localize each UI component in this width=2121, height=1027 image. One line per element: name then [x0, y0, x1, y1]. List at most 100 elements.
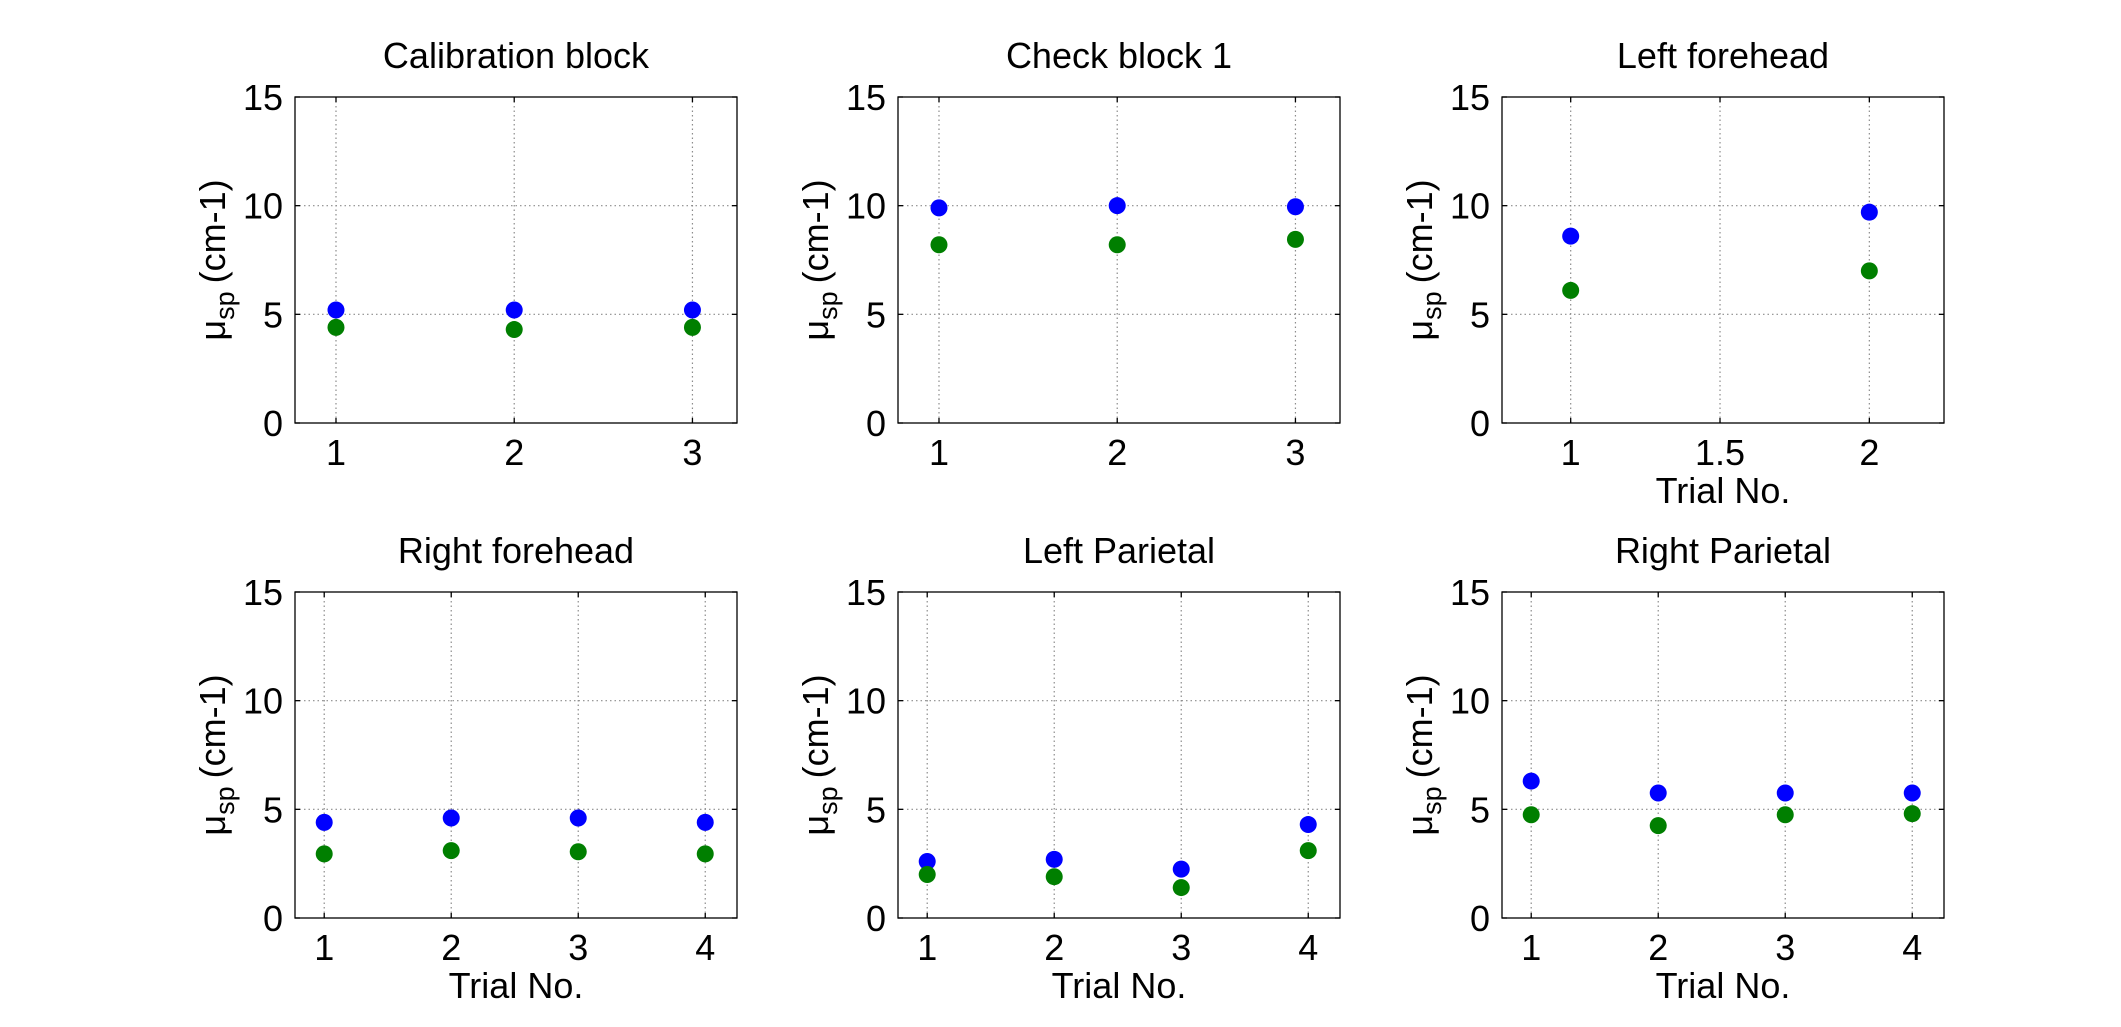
- y-axis-label-subscript: sp: [813, 786, 843, 815]
- y-axis-label: μsp (cm-1): [1399, 674, 1447, 835]
- y-axis-label: μsp (cm-1): [795, 179, 843, 340]
- data-point-green: [1649, 817, 1667, 835]
- y-axis-label: μsp (cm-1): [192, 674, 240, 835]
- data-point-green: [569, 843, 587, 861]
- x-tick-label: 3: [682, 432, 702, 473]
- x-tick-label: 1.5: [1695, 432, 1745, 473]
- x-tick-label: 3: [568, 927, 588, 968]
- data-point-blue: [696, 813, 714, 831]
- y-axis-label-unit: (cm-1): [192, 179, 233, 283]
- subplot-title: Right Parietal: [1615, 530, 1831, 571]
- x-tick-label: 2: [504, 432, 524, 473]
- data-point-green: [1286, 230, 1304, 248]
- x-axis-label: Trial No.: [449, 965, 584, 1006]
- y-axis-label-unit: (cm-1): [795, 179, 836, 283]
- data-point-blue: [1172, 860, 1190, 878]
- x-axis-label: Trial No.: [1052, 965, 1187, 1006]
- y-axis-label: μsp (cm-1): [1399, 179, 1447, 340]
- y-tick-label: 15: [846, 572, 886, 613]
- y-axis-label-symbol: μ: [192, 320, 233, 341]
- plot-area: [295, 592, 737, 918]
- data-point-green: [1562, 281, 1580, 299]
- data-point-blue: [1860, 203, 1878, 221]
- x-tick-label: 1: [929, 432, 949, 473]
- data-point-blue: [569, 809, 587, 827]
- data-point-green: [683, 318, 701, 336]
- y-tick-label: 10: [846, 186, 886, 227]
- x-tick-label: 3: [1171, 927, 1191, 968]
- data-point-green: [327, 318, 345, 336]
- subplot-title: Check block 1: [1006, 35, 1232, 76]
- data-point-blue: [1903, 784, 1921, 802]
- y-axis-label-subscript: sp: [1417, 291, 1447, 320]
- data-point-green: [930, 236, 948, 254]
- y-tick-label: 0: [1470, 898, 1490, 939]
- y-tick-label: 5: [1470, 294, 1490, 335]
- data-point-green: [1860, 262, 1878, 280]
- y-axis-label-unit: (cm-1): [1399, 674, 1440, 778]
- y-tick-label: 10: [243, 681, 283, 722]
- y-axis-label-symbol: μ: [192, 815, 233, 836]
- y-axis-label: μsp (cm-1): [192, 179, 240, 340]
- y-axis-label-subscript: sp: [813, 291, 843, 320]
- x-tick-label: 2: [441, 927, 461, 968]
- y-tick-label: 15: [846, 77, 886, 118]
- subplot-2: 1 2 3 0 5 10 15 Check block 1 μsp (cm-1): [795, 35, 1341, 473]
- x-tick-label: 1: [314, 927, 334, 968]
- y-tick-label: 5: [263, 294, 283, 335]
- data-point-blue: [442, 809, 460, 827]
- data-point-blue: [1045, 850, 1063, 868]
- data-point-blue: [683, 301, 701, 319]
- x-tick-label: 2: [1648, 927, 1668, 968]
- data-point-blue: [918, 852, 936, 870]
- data-point-blue: [315, 813, 333, 831]
- y-axis-label-unit: (cm-1): [192, 674, 233, 778]
- axes-box: [897, 96, 1341, 424]
- y-tick-label: 15: [243, 572, 283, 613]
- x-axis-label: Trial No.: [1656, 965, 1791, 1006]
- x-tick-label: 4: [1902, 927, 1922, 968]
- subplot-6: 1 2 3 4 0 5 10 15 Right Parietal Trial No. μsp (cm-…: [1399, 530, 1945, 1006]
- data-point-blue: [1108, 197, 1126, 215]
- x-tick-label: 2: [1044, 927, 1064, 968]
- data-point-green: [1172, 879, 1190, 897]
- data-point-green: [1299, 842, 1317, 860]
- x-tick-label: 3: [1285, 432, 1305, 473]
- x-axis-label: Trial No.: [1656, 470, 1791, 511]
- y-axis-label-symbol: μ: [795, 320, 836, 341]
- y-tick-label: 0: [866, 898, 886, 939]
- subplot-4: 1 2 3 4 0 5 10 15 Right forehead Trial No. μsp (cm-…: [192, 530, 738, 1006]
- axes-box: [1501, 591, 1945, 919]
- axes-box: [897, 591, 1341, 919]
- data-point-blue: [1299, 816, 1317, 834]
- data-point-green: [1776, 806, 1794, 824]
- subplot-1: 1 2 3 0 5 10 15 Calibration block μsp (cm-1): [192, 35, 738, 473]
- x-tick-label: 2: [1859, 432, 1879, 473]
- plot-area: [898, 592, 1340, 918]
- data-point-green: [442, 842, 460, 860]
- data-point-green: [315, 845, 333, 863]
- y-tick-label: 10: [243, 186, 283, 227]
- y-tick-label: 5: [866, 294, 886, 335]
- y-axis-label-subscript: sp: [210, 786, 240, 815]
- y-tick-label: 10: [846, 681, 886, 722]
- x-tick-label: 1: [1561, 432, 1581, 473]
- data-point-green: [918, 866, 936, 884]
- subplot-title: Left Parietal: [1023, 530, 1215, 571]
- y-tick-label: 5: [263, 789, 283, 830]
- subplot-title: Left forehead: [1617, 35, 1829, 76]
- data-point-blue: [1776, 784, 1794, 802]
- y-tick-label: 0: [263, 898, 283, 939]
- plot-area: [898, 97, 1340, 423]
- data-point-green: [1903, 805, 1921, 823]
- y-axis-label-symbol: μ: [795, 815, 836, 836]
- data-point-blue: [1649, 784, 1667, 802]
- y-tick-label: 0: [263, 403, 283, 444]
- x-tick-label: 4: [695, 927, 715, 968]
- y-tick-label: 5: [1470, 789, 1490, 830]
- data-point-blue: [505, 301, 523, 319]
- data-point-green: [1522, 806, 1540, 824]
- y-axis-label-subscript: sp: [210, 291, 240, 320]
- x-tick-label: 1: [917, 927, 937, 968]
